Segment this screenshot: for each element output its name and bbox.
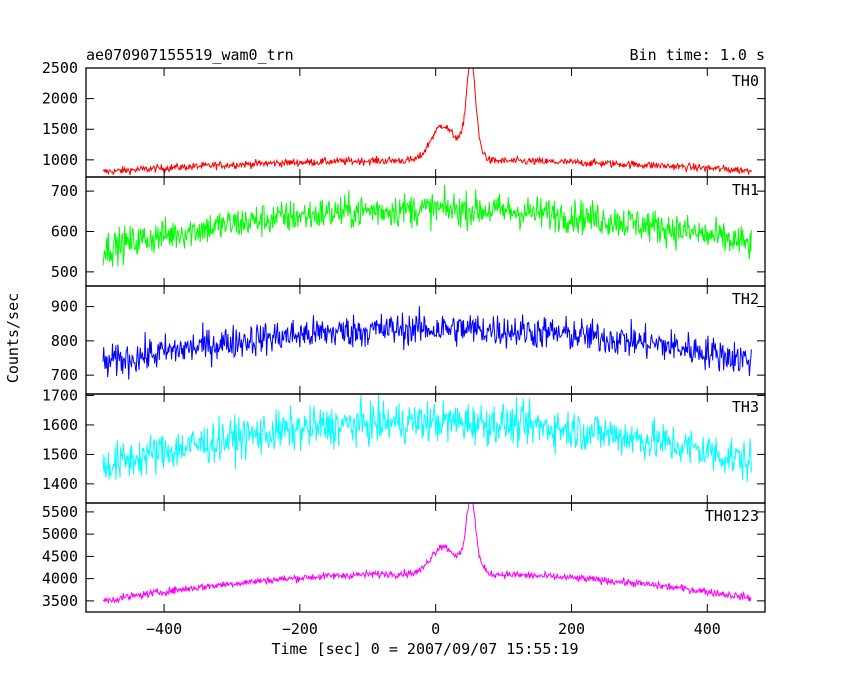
y-tick-label: 5500 <box>42 503 78 521</box>
panel-frame <box>85 67 766 178</box>
x-tick-label: 400 <box>694 620 721 638</box>
y-tick-label: 500 <box>51 263 78 281</box>
y-tick-label: 4000 <box>42 570 78 588</box>
x-tick-label: −200 <box>282 620 318 638</box>
y-tick-label: 2000 <box>42 90 78 108</box>
x-tick-label: 200 <box>558 620 585 638</box>
panel-th2: 700 800 900 TH2 <box>51 285 766 395</box>
y-tick-label: 1000 <box>42 151 78 169</box>
series-line-th3 <box>102 393 752 482</box>
y-tick-label: 4500 <box>42 547 78 565</box>
panel-th3: 1400 1500 1600 1700 TH3 <box>42 386 766 504</box>
y-tick-label: 3500 <box>42 592 78 610</box>
x-tick-label: 0 <box>431 620 440 638</box>
chart-title: ae070907155519_wam0_trn <box>86 46 294 64</box>
series-name-th1: TH1 <box>732 181 759 199</box>
y-tick-label: 1500 <box>42 120 78 138</box>
series-line-th0 <box>102 67 752 176</box>
y-tick-label: 2500 <box>42 59 78 77</box>
series-line-th1 <box>102 184 752 267</box>
panel-th0123: 3500 4000 4500 5000 5500 TH0123 <box>42 502 766 613</box>
y-tick-label: 800 <box>51 332 78 350</box>
x-axis: −400 −200 0 200 400 <box>146 620 721 638</box>
y-tick-label: 1400 <box>42 475 78 493</box>
panel-th0: 1000 1500 2000 2500 TH0 <box>42 59 766 178</box>
y-tick-label: 700 <box>51 366 78 384</box>
y-tick-label: 600 <box>51 223 78 241</box>
panel-frame <box>85 393 766 504</box>
panel-frame <box>85 502 766 613</box>
series-name-th3: TH3 <box>732 398 759 416</box>
series-line-th2 <box>102 306 752 380</box>
y-tick-label: 900 <box>51 298 78 316</box>
series-name-th0123: TH0123 <box>705 507 759 525</box>
x-tick-label: −400 <box>146 620 182 638</box>
y-tick-label: 1500 <box>42 445 78 463</box>
panel-th1: 500 600 700 TH1 <box>51 176 766 287</box>
y-tick-label: 700 <box>51 182 78 200</box>
panels-group: 1000 1500 2000 2500 TH0 500 600 700 TH1 700 800 900… <box>42 59 766 613</box>
bin-time-label: Bin time: 1.0 s <box>630 46 765 64</box>
series-name-th0: TH0 <box>732 72 759 90</box>
y-axis-label: Counts/sec <box>4 293 22 383</box>
y-tick-label: 5000 <box>42 525 78 543</box>
y-tick-label: 1600 <box>42 416 78 434</box>
x-axis-label: Time [sec] 0 = 2007/09/07 15:55:19 <box>271 640 578 658</box>
series-name-th2: TH2 <box>732 290 759 308</box>
series-line-th0123 <box>102 502 752 605</box>
y-tick-label: 1700 <box>42 386 78 404</box>
